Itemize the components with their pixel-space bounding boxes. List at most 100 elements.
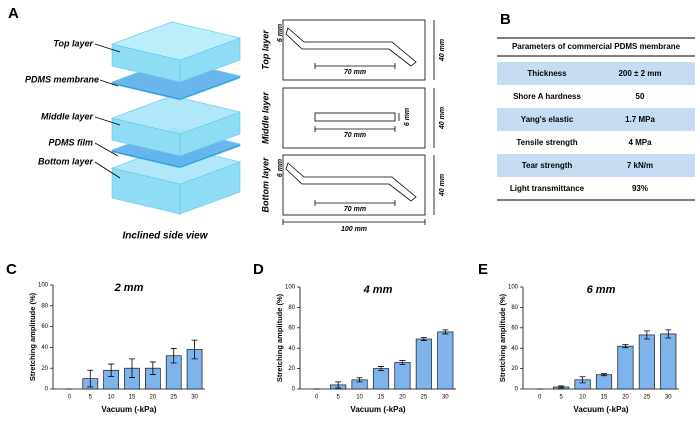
table-cell: Tear strength [522,161,573,170]
x-tick-label: 10 [108,395,115,401]
table-cell: Yang's elastic [521,115,574,124]
length-label: 70 mm [344,132,366,139]
x-tick-label: 30 [191,395,198,401]
x-axis-label: Vacuum (-kPa) [101,405,156,414]
chart-title: 2 mm [114,282,144,294]
y-tick-label: 60 [288,325,295,331]
layer-label: Middle layer [41,111,94,121]
layer-top [110,21,242,61]
chart-title: 4 mm [363,284,393,296]
schematic-frames [282,19,435,225]
table-row-bg [497,154,695,177]
table-row-bg [497,108,695,131]
y-tick-label: 40 [511,346,518,352]
error-bar [108,363,115,377]
x-tick-label: 0 [538,395,542,401]
y-tick-label: 100 [38,283,49,289]
error-bar [335,381,342,389]
x-tick-label: 15 [601,395,608,401]
schematic-name: Bottom layer [260,157,270,213]
error-bar [149,361,156,375]
y-tick-label: 20 [511,366,518,372]
y-tick-label: 80 [41,303,48,309]
panel-label: D [253,261,264,278]
x-tick-label: 0 [315,395,319,401]
caption: Inclined side view [122,231,208,242]
x-tick-label: 15 [378,395,385,401]
x-tick-label: 10 [579,395,586,401]
x-axis-label: Vacuum (-kPa) [573,405,628,414]
error-bar [442,329,449,335]
y-axis-label: Stretching amplitude (%) [28,292,37,381]
error-bar [399,360,406,365]
x-axis-label: Vacuum (-kPa) [350,405,405,414]
y-tick-label: 100 [285,285,296,291]
height-label: 40 mm [439,174,446,197]
y-axis-label: Stretching amplitude (%) [498,293,507,382]
y-tick-label: 0 [515,387,519,393]
length-label: 70 mm [344,69,366,76]
x-tick-label: 5 [559,395,563,401]
table-title: Parameters of commercial PDMS membrane [512,42,681,51]
error-bar [601,373,607,377]
table-cell: 4 MPa [628,138,652,147]
x-tick-label: 5 [336,395,340,401]
width-label: 6 mm [277,24,284,42]
schematic-name: Middle layer [260,92,270,145]
error-bar [643,330,650,340]
table-cell: Shore A hardness [513,92,581,101]
bar [660,333,677,390]
y-tick-label: 0 [292,387,296,393]
x-tick-label: 25 [421,395,428,401]
error-bar [622,344,629,349]
x-tick-label: 30 [665,395,672,401]
bar [638,334,655,390]
error-bar [579,376,586,384]
x-tick-label: 25 [170,395,177,401]
table-cell: Tensile strength [516,138,577,147]
table-cell: 200 ± 2 mm [618,69,661,78]
layer-label: Bottom layer [38,156,94,166]
y-tick-label: 0 [45,387,49,393]
x-tick-label: 25 [644,395,651,401]
panel-label: A [8,5,19,22]
table-cell: 7 kN/m [627,161,653,170]
y-tick-label: 60 [511,325,518,331]
table-cell: 93% [632,184,648,193]
chart-title: 6 mm [587,284,616,296]
height-label: 40 mm [439,107,446,130]
schematic-name: Top layer [260,30,270,70]
x-tick-label: 30 [442,395,449,401]
table-cell: Thickness [527,69,567,78]
panel-label: B [500,11,511,28]
x-tick-label: 15 [129,395,136,401]
x-tick-label: 20 [150,395,157,401]
y-tick-label: 20 [288,366,295,372]
error-bar [378,366,384,372]
bar [437,331,454,390]
x-tick-label: 10 [356,395,363,401]
table-cell: 50 [636,92,645,101]
error-bar [558,385,565,389]
layer-label: Top layer [53,38,93,48]
error-bar [129,358,135,378]
bar [372,368,390,390]
layer-label: PDMS film [48,137,93,147]
y-tick-label: 20 [41,366,48,372]
bar [595,374,613,390]
y-tick-label: 100 [508,285,519,291]
x-tick-label: 0 [68,395,72,401]
panel-label: E [478,261,488,278]
length-label: 70 mm [344,206,366,213]
width-label: 6 mm [404,108,411,126]
y-axis-label: Stretching amplitude (%) [275,293,284,382]
error-bar [191,339,198,360]
error-bar [356,377,363,383]
y-tick-label: 80 [288,305,295,311]
x-tick-label: 5 [89,395,93,401]
table-cell: 1.7 MPa [625,115,655,124]
bar [394,362,411,390]
error-bar [170,348,177,364]
